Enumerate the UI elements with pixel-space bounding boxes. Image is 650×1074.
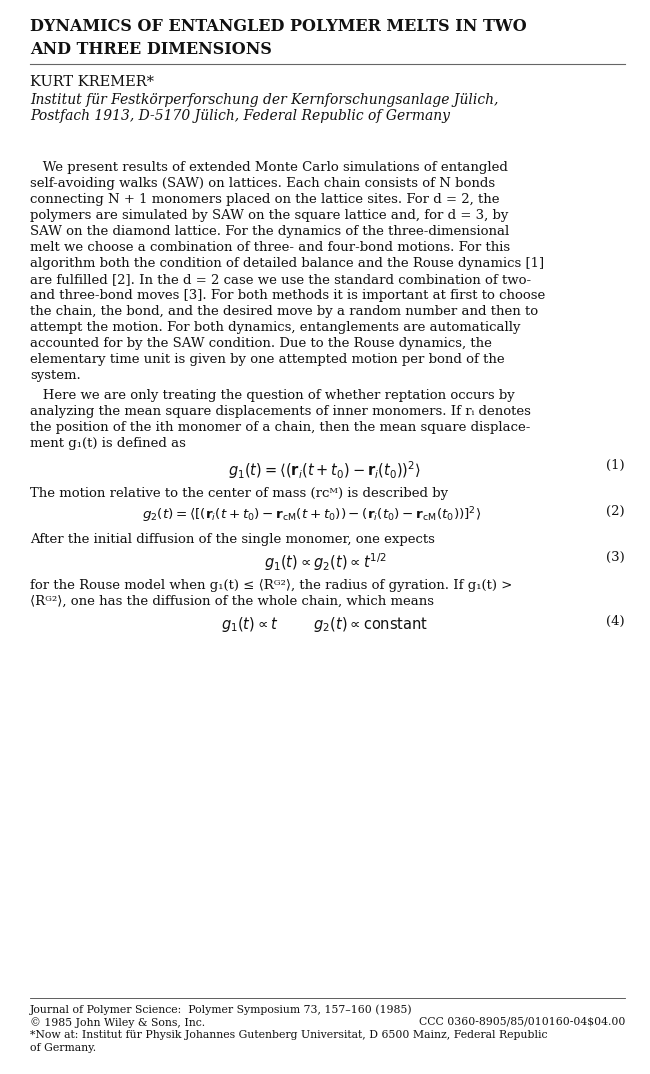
Text: attempt the motion. For both dynamics, entanglements are automatically: attempt the motion. For both dynamics, e… [30, 321, 521, 334]
Text: system.: system. [30, 369, 81, 382]
Text: for the Rouse model when g₁(t) ≤ ⟨Rᴳ²⟩, the radius of gyration. If g₁(t) >: for the Rouse model when g₁(t) ≤ ⟨Rᴳ²⟩, … [30, 579, 512, 592]
Text: ⟨Rᴳ²⟩, one has the diffusion of the whole chain, which means: ⟨Rᴳ²⟩, one has the diffusion of the whol… [30, 595, 434, 608]
Text: (1): (1) [606, 459, 625, 471]
Text: analyzing the mean square displacements of inner monomers. If rᵢ denotes: analyzing the mean square displacements … [30, 405, 531, 418]
Text: connecting N + 1 monomers placed on the lattice sites. For d = 2, the: connecting N + 1 monomers placed on the … [30, 193, 499, 206]
Text: The motion relative to the center of mass (rᴄᴹ) is described by: The motion relative to the center of mas… [30, 487, 448, 500]
Text: Institut für Festkörperforschung der Kernforschungsanlage Jülich,: Institut für Festkörperforschung der Ker… [30, 93, 499, 107]
Text: Journal of Polymer Science:  Polymer Symposium 73, 157–160 (1985): Journal of Polymer Science: Polymer Symp… [30, 1004, 413, 1015]
Text: *Now at: Institut für Physik Johannes Gutenberg Universitat, D 6500 Mainz, Feder: *Now at: Institut für Physik Johannes Gu… [30, 1030, 547, 1040]
Text: © 1985 John Wiley & Sons, Inc.: © 1985 John Wiley & Sons, Inc. [30, 1017, 205, 1028]
Text: SAW on the diamond lattice. For the dynamics of the three-dimensional: SAW on the diamond lattice. For the dyna… [30, 224, 509, 238]
Text: elementary time unit is given by one attempted motion per bond of the: elementary time unit is given by one att… [30, 353, 504, 366]
Text: $g_1(t) \propto t$        $g_2(t) \propto \mathrm{constant}$: $g_1(t) \propto t$ $g_2(t) \propto \math… [222, 615, 428, 634]
Text: ment g₁(t) is defined as: ment g₁(t) is defined as [30, 437, 186, 450]
Text: the position of the ith monomer of a chain, then the mean square displace-: the position of the ith monomer of a cha… [30, 421, 530, 434]
Text: DYNAMICS OF ENTANGLED POLYMER MELTS IN TWO: DYNAMICS OF ENTANGLED POLYMER MELTS IN T… [30, 18, 526, 35]
Text: melt we choose a combination of three- and four-bond motions. For this: melt we choose a combination of three- a… [30, 241, 510, 253]
Text: (2): (2) [606, 505, 625, 518]
Text: KURT KREMER*: KURT KREMER* [30, 75, 154, 89]
Text: (4): (4) [606, 615, 625, 628]
Text: (3): (3) [606, 551, 625, 564]
Text: We present results of extended Monte Carlo simulations of entangled: We present results of extended Monte Car… [30, 161, 508, 174]
Text: the chain, the bond, and the desired move by a random number and then to: the chain, the bond, and the desired mov… [30, 305, 538, 318]
Text: CCC 0360-8905/85/010160-04$04.00: CCC 0360-8905/85/010160-04$04.00 [419, 1017, 625, 1027]
Text: Postfach 1913, D-5170 Jülich, Federal Republic of Germany: Postfach 1913, D-5170 Jülich, Federal Re… [30, 108, 450, 124]
Text: algorithm both the condition of detailed balance and the Rouse dynamics [1]: algorithm both the condition of detailed… [30, 257, 544, 270]
Text: of Germany.: of Germany. [30, 1043, 96, 1053]
Text: and three-bond moves [3]. For both methods it is important at first to choose: and three-bond moves [3]. For both metho… [30, 289, 545, 302]
Text: AND THREE DIMENSIONS: AND THREE DIMENSIONS [30, 41, 272, 58]
Text: are fulfilled [2]. In the d = 2 case we use the standard combination of two-: are fulfilled [2]. In the d = 2 case we … [30, 273, 531, 286]
Text: $g_1(t) \propto g_2(t) \propto t^{1/2}$: $g_1(t) \propto g_2(t) \propto t^{1/2}$ [263, 551, 387, 572]
Text: After the initial diffusion of the single monomer, one expects: After the initial diffusion of the singl… [30, 533, 435, 546]
Text: self-avoiding walks (SAW) on lattices. Each chain consists of N bonds: self-avoiding walks (SAW) on lattices. E… [30, 177, 495, 190]
Text: $g_2(t) = \langle[(\mathbf{r}_i(t + t_0) - \mathbf{r}_{\mathrm{cM}}(t + t_0)) - : $g_2(t) = \langle[(\mathbf{r}_i(t + t_0)… [142, 505, 482, 524]
Text: accounted for by the SAW condition. Due to the Rouse dynamics, the: accounted for by the SAW condition. Due … [30, 337, 492, 350]
Text: $g_1(t) = \langle(\mathbf{r}_i(t + t_0) - \mathbf{r}_i(t_0))^2\rangle$: $g_1(t) = \langle(\mathbf{r}_i(t + t_0) … [228, 459, 422, 481]
Text: Here we are only treating the question of whether reptation occurs by: Here we are only treating the question o… [30, 389, 515, 402]
Text: polymers are simulated by SAW on the square lattice and, for d = 3, by: polymers are simulated by SAW on the squ… [30, 209, 508, 222]
